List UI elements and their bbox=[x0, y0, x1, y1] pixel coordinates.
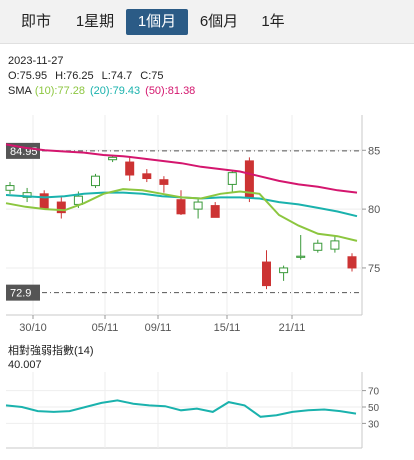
candle-down bbox=[347, 256, 357, 269]
quote-info-panel: 2023-11-27 O:75.95 H:76.25 L:74.7 C:75 SMA(… bbox=[8, 54, 203, 99]
sma20-value: (20):79.43 bbox=[90, 85, 141, 97]
sma-label: SMA bbox=[8, 85, 32, 97]
candle-up bbox=[108, 156, 118, 161]
candle-up bbox=[279, 267, 289, 274]
rsi-tick-label: 50 bbox=[368, 403, 380, 414]
rsi-info: 相對強弱指數(14) 40.007 bbox=[8, 344, 94, 372]
candle-down bbox=[210, 205, 220, 218]
candle-up bbox=[330, 240, 340, 250]
x-tick-label: 21/11 bbox=[279, 322, 306, 334]
x-tick-label: 15/11 bbox=[214, 322, 241, 334]
candle-down bbox=[262, 261, 271, 287]
candle-up bbox=[313, 242, 323, 251]
rsi-tick-label: 70 bbox=[368, 387, 380, 398]
candle-down bbox=[125, 161, 135, 176]
tab-6-months[interactable]: 6個月 bbox=[199, 13, 239, 30]
period-tab-bar: 即市 1星期 1個月 6個月 1年 bbox=[0, 0, 414, 44]
tab-realtime[interactable]: 即市 bbox=[20, 13, 51, 30]
price-low-marker-box bbox=[6, 284, 40, 301]
candle-up bbox=[193, 201, 203, 210]
y-tick-label: 85 bbox=[368, 145, 380, 157]
candle-down bbox=[142, 173, 152, 180]
candle-up bbox=[227, 172, 237, 185]
sma10-line bbox=[5, 188, 358, 242]
sma10-value: (10):77.28 bbox=[34, 85, 85, 97]
y-tick-label: 80 bbox=[368, 204, 380, 216]
candle-up bbox=[22, 192, 32, 198]
sma50-value: (50):81.38 bbox=[145, 85, 196, 97]
candle-down bbox=[56, 201, 66, 214]
rsi-line bbox=[5, 399, 357, 418]
tab-1-month[interactable]: 1個月 bbox=[126, 9, 188, 35]
rsi-value: 40.007 bbox=[8, 359, 42, 371]
candle-up bbox=[5, 185, 15, 191]
quote-high: H:76.25 bbox=[55, 70, 94, 82]
y-tick-label: 75 bbox=[368, 263, 380, 275]
x-tick-label: 05/11 bbox=[92, 322, 119, 334]
rsi-tick-label: 30 bbox=[368, 419, 380, 430]
candle-down bbox=[159, 179, 169, 185]
quote-date: 2023-11-27 bbox=[8, 55, 64, 67]
candle-up bbox=[91, 175, 100, 187]
quote-open: O:75.95 bbox=[8, 70, 48, 82]
rsi-label-text: 相對強弱指數 bbox=[8, 345, 74, 357]
tab-1-year[interactable]: 1年 bbox=[261, 13, 285, 30]
sma50-line bbox=[5, 143, 358, 194]
rsi-period: (14) bbox=[74, 345, 94, 357]
tab-1-week[interactable]: 1星期 bbox=[75, 13, 115, 30]
price-low-marker-text: 72.9 bbox=[10, 288, 31, 300]
candle-up bbox=[296, 255, 306, 258]
candle-down bbox=[39, 193, 49, 209]
x-tick-label: 09/11 bbox=[145, 322, 172, 334]
quote-close: C:75 bbox=[140, 70, 164, 82]
candle-down bbox=[176, 199, 186, 215]
x-tick-label: 30/10 bbox=[19, 322, 47, 334]
quote-low: L:74.7 bbox=[101, 70, 133, 82]
